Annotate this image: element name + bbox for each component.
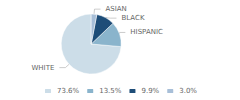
- svg-text:BLACK: BLACK: [121, 14, 144, 22]
- svg-text:HISPANIC: HISPANIC: [130, 28, 163, 36]
- svg-text:WHITE: WHITE: [31, 64, 54, 72]
- svg-text:73.6%: 73.6%: [57, 87, 80, 95]
- svg-text:3.0%: 3.0%: [179, 87, 197, 95]
- svg-text:13.5%: 13.5%: [99, 87, 122, 95]
- svg-text:ASIAN: ASIAN: [105, 5, 126, 13]
- svg-text:9.9%: 9.9%: [141, 87, 159, 95]
